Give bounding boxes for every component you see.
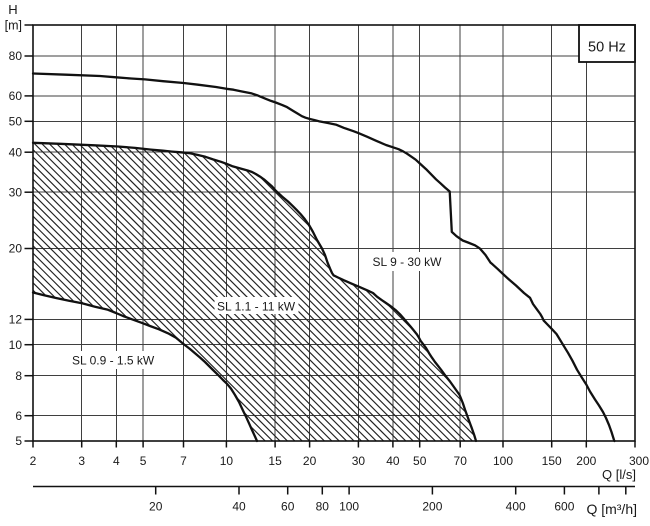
- svg-text:6: 6: [15, 409, 22, 423]
- svg-text:60: 60: [9, 89, 23, 103]
- svg-text:4: 4: [113, 454, 120, 468]
- svg-text:SL 9 - 30 kW: SL 9 - 30 kW: [373, 255, 443, 269]
- svg-text:5: 5: [15, 434, 22, 448]
- svg-text:H: H: [8, 2, 17, 17]
- svg-text:40: 40: [386, 454, 400, 468]
- svg-text:200: 200: [422, 500, 442, 514]
- svg-text:30: 30: [9, 185, 23, 199]
- svg-text:600: 600: [554, 500, 574, 514]
- svg-text:40: 40: [9, 145, 23, 159]
- svg-text:100: 100: [339, 500, 359, 514]
- svg-text:50: 50: [413, 454, 427, 468]
- svg-text:SL 0.9 - 1.5 kW: SL 0.9 - 1.5 kW: [72, 354, 155, 368]
- svg-text:100: 100: [493, 454, 513, 468]
- svg-text:20: 20: [303, 454, 317, 468]
- svg-text:8: 8: [15, 369, 22, 383]
- svg-text:70: 70: [454, 454, 468, 468]
- svg-text:30: 30: [352, 454, 366, 468]
- svg-text:15: 15: [268, 454, 282, 468]
- svg-text:Q [m³/h]: Q [m³/h]: [586, 501, 637, 517]
- svg-text:Q [l/s]: Q [l/s]: [602, 467, 636, 482]
- svg-text:50 Hz: 50 Hz: [588, 40, 626, 56]
- svg-text:60: 60: [281, 500, 295, 514]
- svg-text:50: 50: [9, 115, 23, 129]
- svg-text:80: 80: [9, 49, 23, 63]
- svg-text:12: 12: [9, 313, 23, 327]
- svg-text:80: 80: [316, 500, 330, 514]
- svg-text:7: 7: [180, 454, 187, 468]
- svg-text:2: 2: [30, 454, 37, 468]
- svg-text:150: 150: [542, 454, 562, 468]
- svg-text:200: 200: [576, 454, 596, 468]
- svg-text:300: 300: [629, 454, 649, 468]
- svg-text:20: 20: [9, 242, 23, 256]
- svg-text:20: 20: [149, 500, 163, 514]
- svg-text:10: 10: [220, 454, 234, 468]
- svg-text:40: 40: [232, 500, 246, 514]
- svg-text:SL 1.1 - 11 kW: SL 1.1 - 11 kW: [217, 300, 296, 314]
- svg-text:5: 5: [140, 454, 147, 468]
- svg-text:400: 400: [506, 500, 526, 514]
- svg-text:10: 10: [9, 338, 23, 352]
- svg-text:3: 3: [78, 454, 85, 468]
- svg-text:[m]: [m]: [5, 19, 22, 33]
